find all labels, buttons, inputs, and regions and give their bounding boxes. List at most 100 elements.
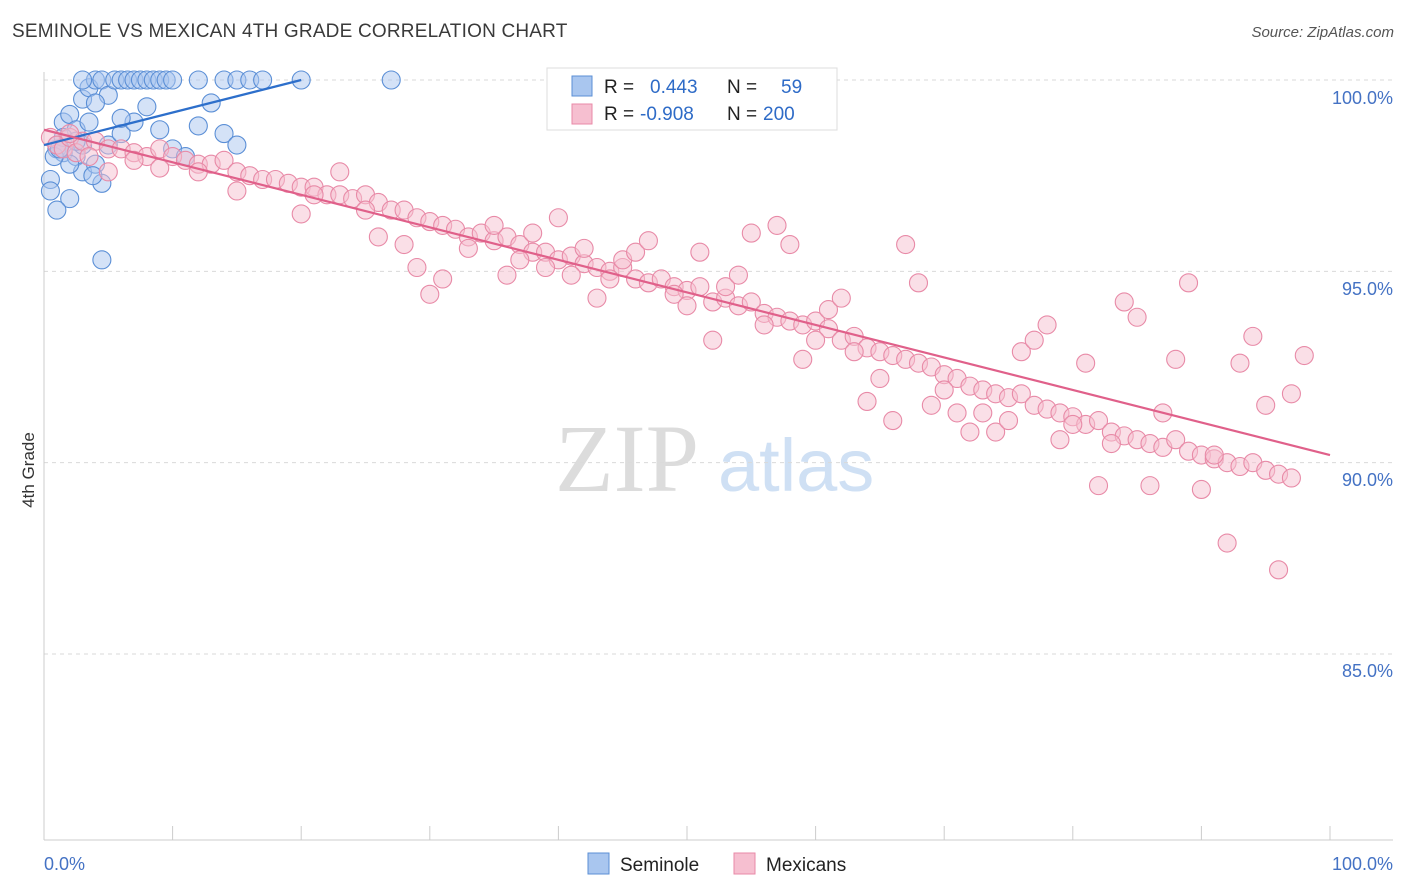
seminole-point — [60, 189, 80, 209]
mexicans-point — [227, 181, 247, 201]
grid-lines — [44, 79, 1393, 655]
seminole-point — [214, 124, 234, 144]
y-axis-title: 4th Grade — [19, 432, 38, 508]
mexicans-point — [754, 315, 774, 335]
mexicans-point — [124, 150, 144, 170]
mexicans-point — [1088, 476, 1109, 496]
mexicans-point — [1101, 433, 1121, 454]
mexicans-point — [1076, 353, 1096, 373]
mexicans-point — [188, 162, 208, 182]
seminole-point — [40, 181, 60, 201]
mexicans-point — [407, 257, 427, 278]
mexicans-point — [433, 269, 453, 289]
legend-bottom-label-seminole: Seminole — [620, 855, 699, 876]
mexicans-point — [1050, 430, 1070, 450]
legend-seminole-r-value: 0.443 — [650, 77, 698, 98]
seminole-point — [92, 250, 112, 270]
mexicans-point — [1088, 411, 1109, 431]
legend-mexicans-n-label: N = — [727, 104, 757, 125]
mexicans-point — [741, 223, 761, 243]
trend-lines — [43, 78, 1331, 457]
seminole-point — [111, 108, 131, 128]
legend-seminole-r-label: R = — [604, 77, 634, 98]
mexicans-point — [767, 215, 787, 235]
mexicans-point — [677, 296, 697, 316]
mexicans-point — [1256, 395, 1276, 415]
mexicans-point — [497, 265, 517, 285]
x-tick-label-min: 0.0% — [44, 854, 85, 874]
mexicans-point — [986, 422, 1006, 442]
mexicans-point — [998, 411, 1019, 431]
mexicans-point — [690, 242, 710, 262]
watermark-atlas: atlas — [718, 424, 874, 507]
mexicans-point — [870, 368, 890, 389]
mexicans-point — [291, 204, 311, 224]
mexicans-point — [394, 234, 414, 255]
seminole-point — [381, 70, 401, 90]
mexicans-point — [1243, 326, 1263, 346]
mexicans-point — [1011, 384, 1031, 404]
seminole-point — [188, 116, 208, 136]
watermark-zip: ZIP — [555, 405, 699, 512]
mexicans-point — [638, 231, 658, 251]
seminole-point — [163, 70, 183, 90]
mexicans-point — [857, 391, 877, 411]
mexicans-point — [626, 242, 646, 262]
legend-mexicans-r-value: -0.908 — [640, 104, 694, 125]
legend-swatch-seminole — [571, 75, 593, 97]
mexicans-point — [484, 215, 504, 235]
axes — [43, 72, 1393, 841]
mexicans-trend-line — [43, 128, 1331, 457]
mexicans-point — [458, 238, 478, 258]
seminole-point — [150, 120, 170, 140]
seminole-point — [47, 200, 67, 220]
legend-swatch-mexicans — [571, 103, 593, 125]
legend-top-box — [546, 67, 838, 131]
legend-bottom-label-mexicans: Mexicans — [766, 855, 846, 876]
mexicans-point — [728, 265, 748, 285]
mexicans-point — [960, 422, 980, 442]
mexicans-point — [1114, 292, 1134, 312]
mexicans-point — [1037, 315, 1057, 335]
mexicans-point — [780, 234, 800, 255]
mexicans-point — [330, 162, 350, 182]
mexicans-point — [561, 265, 581, 285]
mexicans-point — [1269, 560, 1289, 580]
chart-title: SEMINOLE VS MEXICAN 4TH GRADE CORRELATIO… — [12, 21, 568, 42]
mexicans-point — [1191, 479, 1211, 500]
mexicans-point — [79, 146, 99, 167]
seminole-point — [79, 112, 99, 132]
seminole-point — [188, 70, 208, 90]
mexicans-point — [716, 277, 736, 297]
mexicans-point — [1281, 384, 1301, 404]
mexicans-point — [98, 162, 118, 182]
mexicans-point — [883, 411, 903, 431]
mexicans-point — [510, 250, 530, 270]
mexicans-point — [1166, 349, 1186, 369]
mexicans-point — [574, 238, 594, 258]
mexicans-point — [1166, 430, 1186, 450]
y-tick-label-90: 90.0% — [1342, 470, 1393, 490]
seminole-trend-line — [43, 78, 302, 147]
mexicans-point — [1281, 468, 1301, 488]
mexicans-point — [831, 288, 851, 308]
seminole-point — [227, 135, 247, 155]
mexicans-point — [420, 284, 440, 304]
seminole-point — [73, 70, 93, 90]
mexicans-point — [818, 300, 839, 320]
x-tick-label-max: 100.0% — [1332, 854, 1393, 874]
mexicans-point — [908, 273, 929, 293]
mexicans-point — [548, 208, 568, 228]
y-tick-label-85: 85.0% — [1342, 661, 1393, 681]
legend-bottom-swatch-seminole — [587, 852, 610, 875]
legend-bottom-swatch-mexicans — [733, 852, 756, 875]
legend-top: R = 0.443 N = 59 R = -0.908 N = 200 — [546, 67, 838, 131]
mexicans-point — [587, 288, 607, 308]
data-points — [40, 70, 1314, 580]
mexicans-point — [844, 342, 864, 362]
mexicans-point — [793, 349, 813, 369]
mexicans-point — [304, 185, 324, 205]
mexicans-point — [896, 234, 916, 255]
